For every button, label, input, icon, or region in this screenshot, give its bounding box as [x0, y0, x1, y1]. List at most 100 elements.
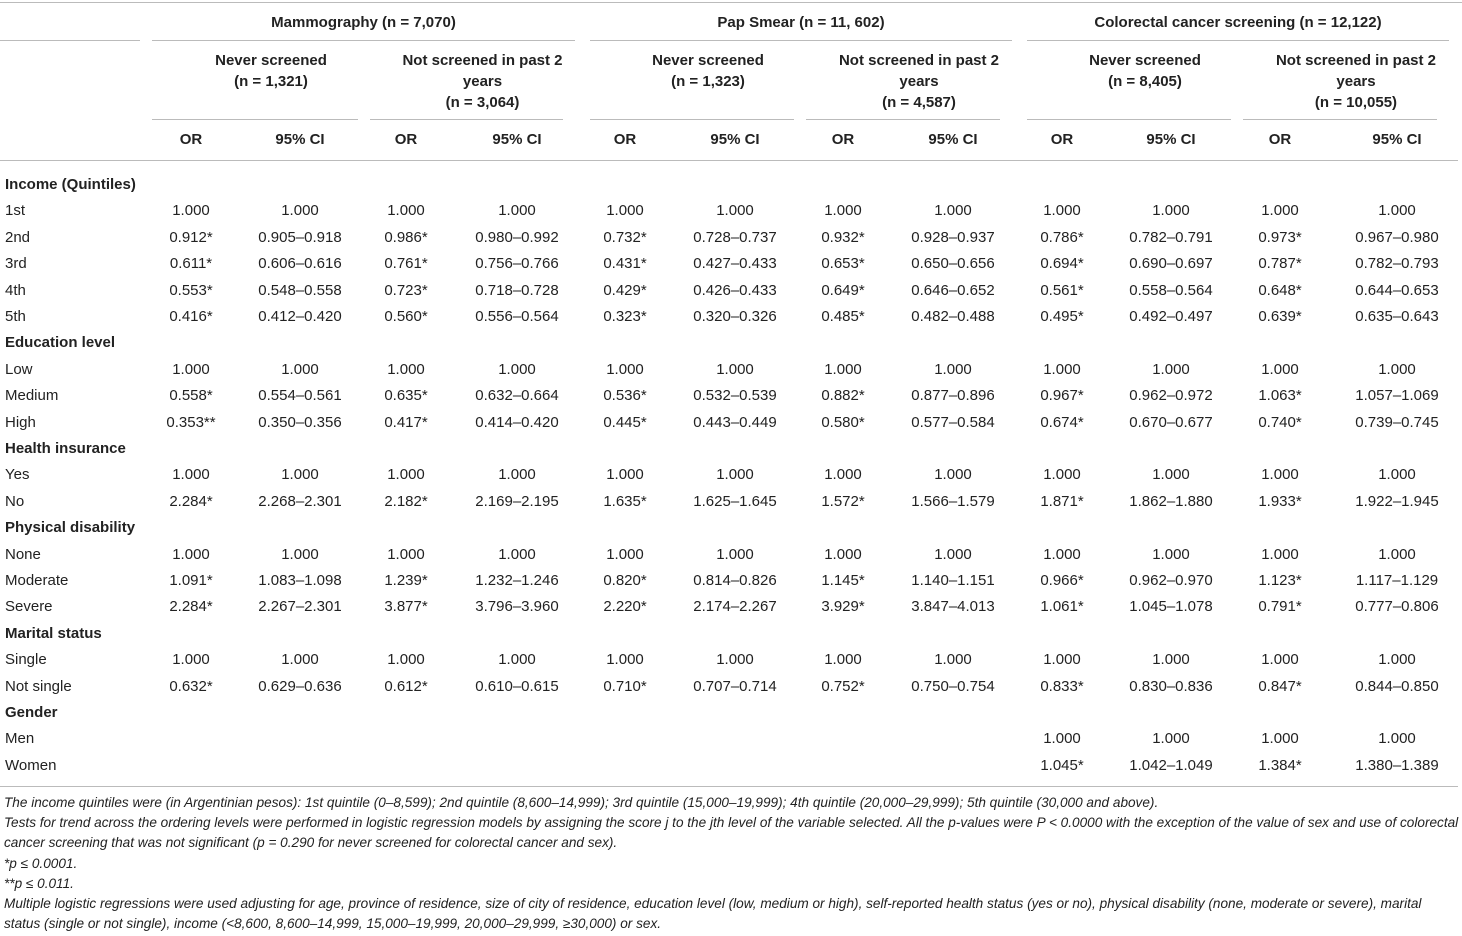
rule — [590, 40, 1012, 41]
cell: 1.000 — [281, 360, 319, 378]
cell: 0.553* — [169, 281, 213, 299]
cell: 1.933* — [1258, 492, 1302, 510]
cell: 1.000 — [498, 651, 536, 669]
rule — [0, 40, 140, 41]
group-header: Mammography (n = 7,070) — [271, 14, 456, 31]
cell: 0.320–0.326 — [693, 308, 777, 325]
cell: 1.000 — [172, 651, 210, 669]
rule — [0, 786, 1458, 787]
cell: 2.169–2.195 — [475, 492, 559, 510]
footnote: *p ≤ 0.0001. — [4, 855, 78, 871]
cell: 0.350–0.356 — [258, 413, 342, 431]
cell: 1.000 — [1152, 202, 1190, 220]
row-label: None — [5, 545, 41, 563]
cell: 1.380–1.389 — [1355, 756, 1439, 774]
column-header: OR — [613, 131, 637, 148]
cell: 1.000 — [387, 202, 425, 220]
subgroup-title: Not screened in past 2 years — [1275, 52, 1437, 90]
cell: 2.268–2.301 — [258, 492, 342, 510]
cell: 1.000 — [824, 651, 862, 669]
cell: 1.000 — [172, 545, 210, 563]
cell: 1.000 — [824, 466, 862, 484]
cell: 0.986* — [384, 228, 428, 246]
cell: 1.000 — [498, 466, 536, 484]
cell: 0.580* — [821, 413, 865, 431]
cell: 0.967–0.980 — [1355, 228, 1439, 246]
cell: 1.000 — [824, 202, 862, 220]
cell: 0.426–0.433 — [693, 281, 777, 299]
cell: 1.000 — [1043, 730, 1081, 748]
cell: 0.833* — [1040, 677, 1084, 695]
subgroup-header: Never screened (n = 1,323) — [615, 50, 801, 92]
cell: 0.561* — [1040, 281, 1084, 299]
cell: 0.629–0.636 — [258, 677, 342, 695]
subgroup-n: (n = 3,064) — [445, 94, 520, 111]
column-header: 95% CI — [710, 131, 760, 148]
cell: 1.000 — [1043, 202, 1081, 220]
rule — [0, 160, 1458, 161]
cell: 1.000 — [1261, 730, 1299, 748]
cell: 0.417* — [384, 413, 428, 431]
cell: 0.632–0.664 — [475, 387, 559, 405]
cell: 0.554–0.561 — [258, 387, 342, 405]
column-header: 95% CI — [492, 131, 542, 148]
cell: 1.117–1.129 — [1355, 572, 1439, 589]
row-label: 3rd — [5, 255, 27, 273]
row-label: Women — [5, 756, 57, 774]
cell: 0.912* — [169, 228, 213, 246]
cell: 0.635–0.643 — [1355, 308, 1439, 325]
cell: 0.653* — [821, 255, 865, 273]
footnote: Tests for trend across the ordering leve… — [4, 815, 1459, 851]
cell: 0.932* — [821, 228, 865, 246]
cell: 1.000 — [934, 545, 972, 563]
cell: 0.786* — [1040, 228, 1084, 246]
footnote: The income quintiles were (in Argentinia… — [4, 795, 1159, 810]
cell: 2.267–2.301 — [258, 598, 342, 616]
cell: 1.000 — [1043, 651, 1081, 669]
cell: 3.929* — [821, 598, 865, 616]
cell: 2.284* — [169, 598, 213, 616]
cell: 0.416* — [169, 308, 213, 325]
row-label: Not single — [5, 677, 72, 695]
cell: 0.495* — [1040, 308, 1084, 325]
row-label: No — [5, 492, 25, 510]
subgroup-title: Never screened — [215, 52, 327, 69]
cell: 1.000 — [387, 651, 425, 669]
cell: 1.000 — [1152, 466, 1190, 484]
cell: 1.566–1.579 — [911, 492, 995, 510]
cell: 0.782–0.791 — [1129, 228, 1213, 246]
cell: 2.284* — [169, 492, 213, 510]
cell: 1.045–1.078 — [1129, 598, 1213, 616]
cell: 1.000 — [934, 202, 972, 220]
cell: 1.871* — [1040, 492, 1084, 510]
cell: 0.558* — [169, 387, 213, 405]
cell: 0.427–0.433 — [693, 255, 777, 273]
cell: 1.000 — [1261, 545, 1299, 563]
cell: 1.000 — [172, 202, 210, 220]
cell: 3.877* — [384, 598, 428, 616]
subgroup-n: (n = 1,321) — [234, 73, 308, 90]
cell: 1.000 — [1152, 651, 1190, 669]
cell: 0.323* — [603, 308, 647, 325]
cell: 0.980–0.992 — [475, 228, 559, 246]
cell: 1.625–1.645 — [693, 492, 777, 510]
cell: 1.232–1.246 — [475, 572, 559, 589]
cell: 0.611* — [169, 255, 213, 273]
subgroup-title: Not screened in past 2 years — [402, 52, 563, 90]
cell: 0.967* — [1040, 387, 1084, 405]
cell: 0.560* — [384, 308, 428, 325]
cell: 1.000 — [934, 466, 972, 484]
cell: 0.847* — [1258, 677, 1302, 695]
cell: 0.905–0.918 — [258, 228, 342, 246]
cell: 1.000 — [1043, 545, 1081, 563]
cell: 0.973* — [1258, 228, 1302, 246]
cell: 0.962–0.970 — [1129, 572, 1213, 589]
group-header: Colorectal cancer screening (n = 12,122) — [1094, 14, 1382, 31]
column-header: 95% CI — [275, 131, 325, 148]
cell: 1.000 — [606, 360, 644, 378]
subgroup-title: Not screened in past 2 years — [838, 52, 1000, 90]
rule — [152, 119, 358, 120]
cell: 1.000 — [281, 466, 319, 484]
cell: 0.445* — [603, 413, 647, 431]
